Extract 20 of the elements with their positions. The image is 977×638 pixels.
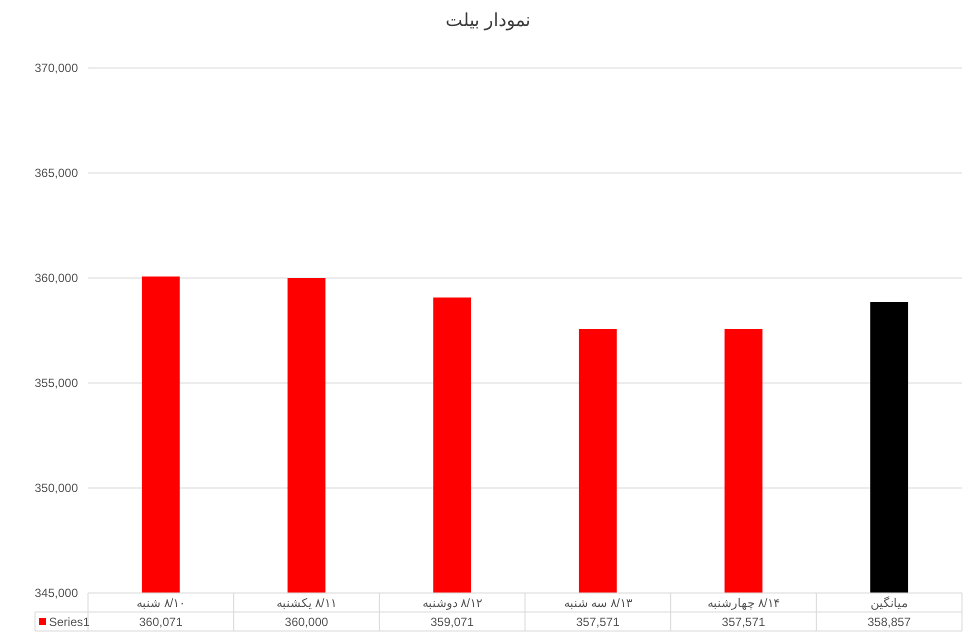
- y-tick-label: 365,000: [34, 166, 78, 180]
- x-tick-label: ۸/۱۴ چهارشنبه: [708, 596, 780, 610]
- y-tick-label: 370,000: [34, 61, 78, 75]
- data-label: 360,000: [284, 615, 329, 629]
- y-tick-label: 350,000: [34, 481, 78, 495]
- y-tick-label: 360,000: [34, 271, 78, 285]
- data-label: 359,071: [430, 615, 474, 629]
- data-label: 357,571: [722, 615, 766, 629]
- data-label: 358,857: [867, 615, 912, 629]
- y-tick-label: 355,000: [34, 376, 78, 390]
- x-tick-label: ۸/۱۲ دوشنبه: [422, 596, 482, 610]
- x-tick-label: میانگین: [870, 596, 908, 610]
- chart-title: نمودار بیلت: [445, 10, 531, 31]
- x-tick-label: ۸/۱۳ سه شنبه: [564, 596, 633, 610]
- data-label: 357,571: [576, 615, 620, 629]
- data-label: 360,071: [139, 615, 183, 629]
- legend-label: Series1: [49, 615, 90, 629]
- x-tick-label: ۸/۱۱ یکشنبه: [276, 596, 336, 610]
- y-tick-label: 345,000: [34, 586, 78, 600]
- x-tick-label: ۸/۱۰ شنبه: [136, 596, 186, 610]
